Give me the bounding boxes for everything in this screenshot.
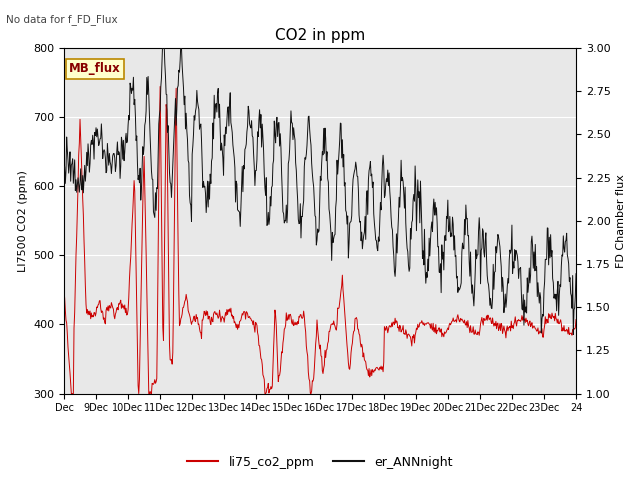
Title: CO2 in ppm: CO2 in ppm <box>275 28 365 43</box>
Legend: li75_co2_ppm, er_ANNnight: li75_co2_ppm, er_ANNnight <box>182 451 458 474</box>
Y-axis label: LI7500 CO2 (ppm): LI7500 CO2 (ppm) <box>17 170 28 272</box>
Y-axis label: FD Chamber flux: FD Chamber flux <box>616 174 626 268</box>
Text: MB_flux: MB_flux <box>69 62 121 75</box>
Text: No data for f_FD_Flux: No data for f_FD_Flux <box>6 14 118 25</box>
